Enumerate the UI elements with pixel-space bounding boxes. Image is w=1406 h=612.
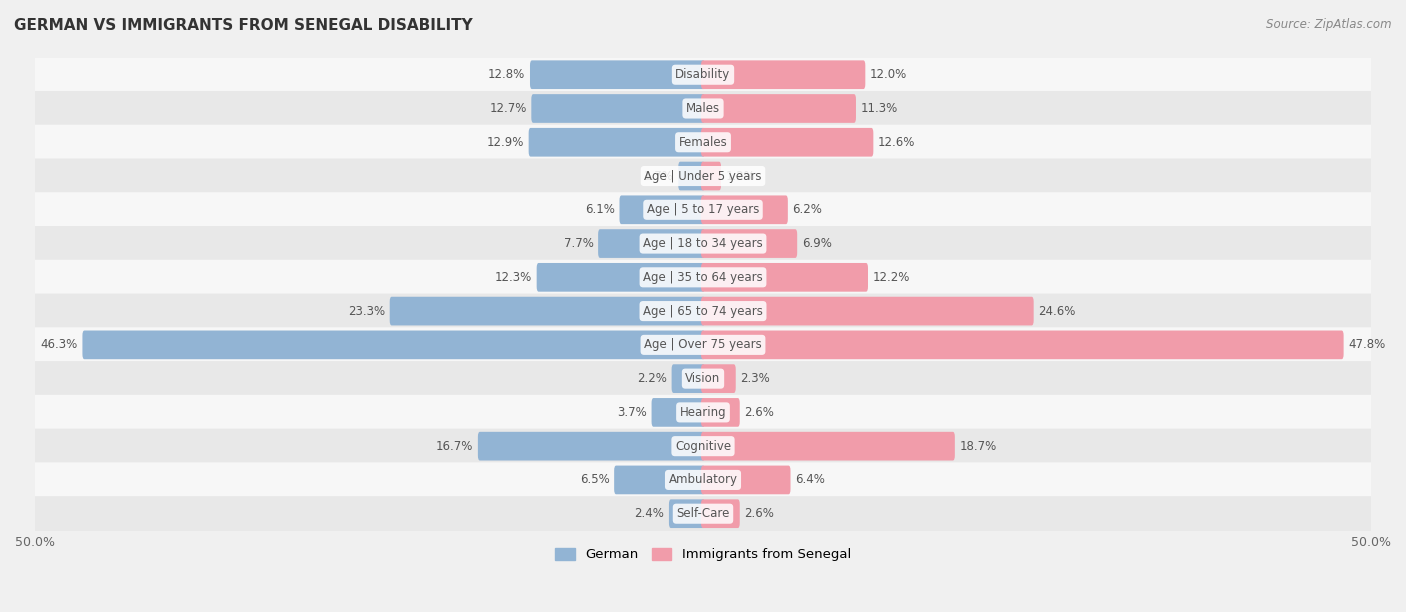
Text: 12.8%: 12.8% — [488, 68, 526, 81]
FancyBboxPatch shape — [672, 364, 704, 393]
Text: Age | 18 to 34 years: Age | 18 to 34 years — [643, 237, 763, 250]
Text: Age | Over 75 years: Age | Over 75 years — [644, 338, 762, 351]
FancyBboxPatch shape — [83, 330, 704, 359]
Text: 6.5%: 6.5% — [579, 474, 609, 487]
FancyBboxPatch shape — [35, 395, 1371, 430]
FancyBboxPatch shape — [702, 297, 1033, 326]
Text: 2.6%: 2.6% — [744, 406, 775, 419]
FancyBboxPatch shape — [35, 428, 1371, 464]
Text: 6.1%: 6.1% — [585, 203, 614, 216]
Text: Age | 5 to 17 years: Age | 5 to 17 years — [647, 203, 759, 216]
Text: 24.6%: 24.6% — [1039, 305, 1076, 318]
Text: Cognitive: Cognitive — [675, 439, 731, 453]
Legend: German, Immigrants from Senegal: German, Immigrants from Senegal — [550, 543, 856, 567]
FancyBboxPatch shape — [598, 230, 704, 258]
FancyBboxPatch shape — [35, 226, 1371, 261]
Text: 6.9%: 6.9% — [801, 237, 832, 250]
Text: 47.8%: 47.8% — [1348, 338, 1385, 351]
Text: Source: ZipAtlas.com: Source: ZipAtlas.com — [1267, 18, 1392, 31]
FancyBboxPatch shape — [702, 263, 868, 292]
FancyBboxPatch shape — [35, 91, 1371, 126]
FancyBboxPatch shape — [35, 159, 1371, 193]
FancyBboxPatch shape — [531, 94, 704, 123]
FancyBboxPatch shape — [35, 192, 1371, 227]
Text: Males: Males — [686, 102, 720, 115]
FancyBboxPatch shape — [669, 499, 704, 528]
FancyBboxPatch shape — [389, 297, 704, 326]
FancyBboxPatch shape — [702, 466, 790, 494]
Text: 23.3%: 23.3% — [347, 305, 385, 318]
FancyBboxPatch shape — [702, 364, 735, 393]
FancyBboxPatch shape — [702, 432, 955, 460]
Text: Self-Care: Self-Care — [676, 507, 730, 520]
Text: Age | 65 to 74 years: Age | 65 to 74 years — [643, 305, 763, 318]
FancyBboxPatch shape — [620, 195, 704, 224]
FancyBboxPatch shape — [702, 61, 865, 89]
FancyBboxPatch shape — [35, 496, 1371, 531]
FancyBboxPatch shape — [702, 94, 856, 123]
FancyBboxPatch shape — [651, 398, 704, 427]
Text: 2.6%: 2.6% — [744, 507, 775, 520]
Text: 3.7%: 3.7% — [617, 406, 647, 419]
Text: 6.2%: 6.2% — [793, 203, 823, 216]
FancyBboxPatch shape — [702, 398, 740, 427]
Text: Vision: Vision — [685, 372, 721, 385]
FancyBboxPatch shape — [702, 330, 1344, 359]
Text: 18.7%: 18.7% — [959, 439, 997, 453]
Text: 7.7%: 7.7% — [564, 237, 593, 250]
Text: 1.7%: 1.7% — [644, 170, 673, 182]
Text: 2.4%: 2.4% — [634, 507, 664, 520]
FancyBboxPatch shape — [529, 128, 704, 157]
FancyBboxPatch shape — [35, 361, 1371, 396]
Text: 11.3%: 11.3% — [860, 102, 898, 115]
FancyBboxPatch shape — [702, 128, 873, 157]
Text: Females: Females — [679, 136, 727, 149]
Text: 12.9%: 12.9% — [486, 136, 524, 149]
FancyBboxPatch shape — [702, 162, 721, 190]
FancyBboxPatch shape — [702, 230, 797, 258]
Text: Hearing: Hearing — [679, 406, 727, 419]
FancyBboxPatch shape — [35, 294, 1371, 329]
FancyBboxPatch shape — [35, 327, 1371, 362]
Text: GERMAN VS IMMIGRANTS FROM SENEGAL DISABILITY: GERMAN VS IMMIGRANTS FROM SENEGAL DISABI… — [14, 18, 472, 34]
FancyBboxPatch shape — [530, 61, 704, 89]
FancyBboxPatch shape — [35, 259, 1371, 295]
FancyBboxPatch shape — [702, 499, 740, 528]
Text: 46.3%: 46.3% — [41, 338, 77, 351]
Text: Disability: Disability — [675, 68, 731, 81]
Text: 12.3%: 12.3% — [495, 271, 531, 284]
Text: Ambulatory: Ambulatory — [668, 474, 738, 487]
FancyBboxPatch shape — [702, 195, 787, 224]
Text: 2.2%: 2.2% — [637, 372, 666, 385]
FancyBboxPatch shape — [35, 125, 1371, 160]
Text: Age | Under 5 years: Age | Under 5 years — [644, 170, 762, 182]
Text: 1.2%: 1.2% — [725, 170, 755, 182]
Text: Age | 35 to 64 years: Age | 35 to 64 years — [643, 271, 763, 284]
Text: 12.0%: 12.0% — [870, 68, 907, 81]
FancyBboxPatch shape — [478, 432, 704, 460]
Text: 12.6%: 12.6% — [877, 136, 915, 149]
Text: 12.2%: 12.2% — [873, 271, 910, 284]
Text: 16.7%: 16.7% — [436, 439, 474, 453]
FancyBboxPatch shape — [614, 466, 704, 494]
FancyBboxPatch shape — [678, 162, 704, 190]
Text: 6.4%: 6.4% — [796, 474, 825, 487]
FancyBboxPatch shape — [35, 463, 1371, 498]
Text: 2.3%: 2.3% — [741, 372, 770, 385]
FancyBboxPatch shape — [35, 57, 1371, 92]
FancyBboxPatch shape — [537, 263, 704, 292]
Text: 12.7%: 12.7% — [489, 102, 527, 115]
